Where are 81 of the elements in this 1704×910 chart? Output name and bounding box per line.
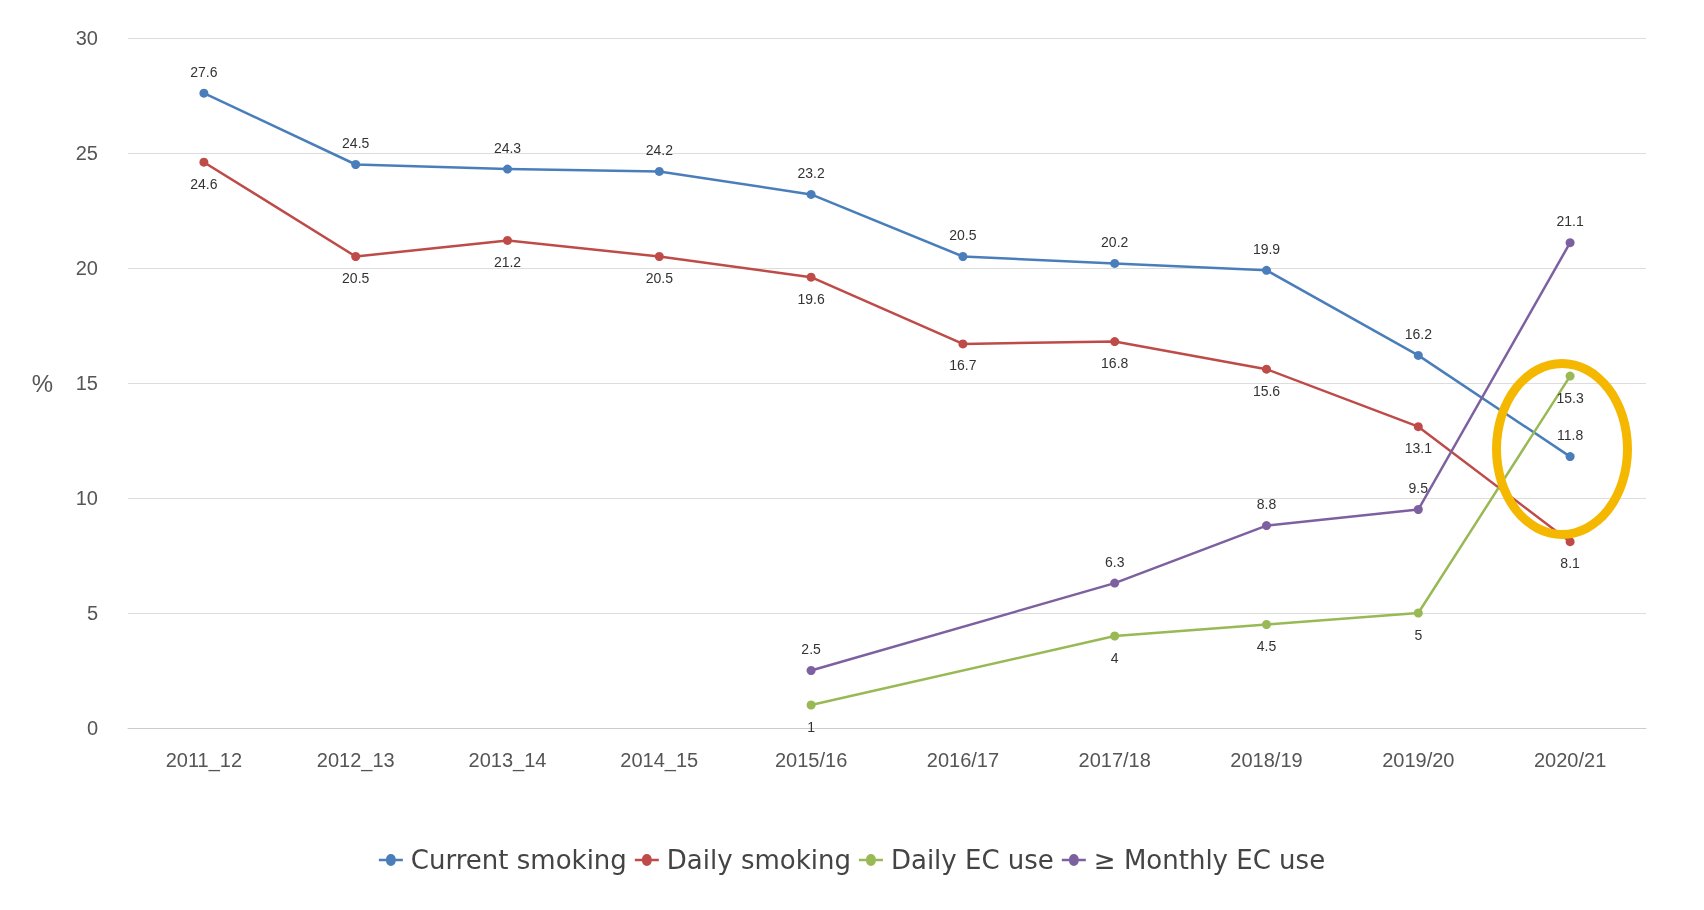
point [806,189,816,199]
point [1110,578,1120,588]
x-tick-label: 2014_15 [620,749,699,772]
data-label: 6.3 [1104,553,1125,570]
data-label: 24.5 [342,135,370,151]
data-label: 16.8 [1101,355,1129,372]
y-tick-label: 5 [86,602,98,624]
data-label: 20.5 [645,270,674,286]
x-tick-label: 2018/19 [1230,749,1303,771]
data-label: 21.2 [493,253,522,270]
data-label: 4.5 [1256,638,1277,654]
x-tick-label: 2015/16 [774,749,848,771]
data-label: 21.1 [1556,213,1584,230]
x-tick-label: 2011_12 [165,749,243,772]
legend-label: Daily smoking [666,845,851,875]
point [1413,350,1423,360]
point [1413,608,1423,618]
data-label: 4 [1110,649,1119,666]
y-tick-label: 25 [75,142,98,164]
y-tick-label: 10 [75,487,98,509]
legend-label: ≥ Monthly EC use [1093,845,1326,875]
data-label: 11.8 [1556,427,1584,444]
point [654,166,664,176]
point [199,88,209,98]
point [1110,258,1120,268]
x-tick-label: 2020/21 [1533,749,1607,771]
y-tick-label: 0 [86,717,98,739]
legend-label: Daily EC use [890,845,1054,875]
data-label: 8.1 [1560,555,1581,572]
x-tick-label: 2016/17 [926,749,1000,771]
x-tick-label: 2019/20 [1382,749,1455,771]
point [1262,265,1271,275]
data-label: 19.9 [1252,240,1281,257]
point [958,339,968,349]
data-label: 13.1 [1404,440,1433,457]
x-tick-label: 2017/18 [1078,749,1151,771]
point [1413,505,1423,514]
point [958,252,968,261]
data-label: 24.6 [190,175,218,192]
data-label: 2.5 [801,641,822,657]
data-label: 8.8 [1256,496,1277,513]
point [199,157,209,167]
point [806,666,816,675]
point [503,235,512,245]
data-label: 27.6 [190,63,218,80]
data-label: 19.6 [797,290,825,307]
data-label: 20.5 [342,270,370,286]
data-label: 16.7 [949,357,977,374]
point [1110,337,1120,347]
point [1565,371,1575,381]
point [1565,238,1575,248]
point [351,160,361,169]
x-tick-label: 2012_13 [316,749,395,772]
point [1413,422,1423,432]
point [503,164,512,174]
point [1262,620,1271,629]
point [654,252,664,261]
data-label: 1 [807,718,816,735]
point [806,700,816,710]
y-tick-label: 15 [75,372,98,394]
data-label: 24.3 [493,139,522,156]
y-tick-label: 20 [75,257,98,279]
x-tick-label: 2013_14 [468,749,547,772]
data-label: 15.6 [1252,382,1281,399]
point [1262,364,1271,374]
data-label: 5 [1414,626,1423,643]
data-label: 9.5 [1408,480,1429,496]
y-tick-label: 30 [75,27,98,49]
point [806,272,816,282]
point [351,252,361,261]
data-label: 16.2 [1404,325,1433,342]
point [1262,521,1271,531]
data-label: 20.5 [949,227,977,243]
legend-label: Current smoking [410,845,627,875]
point [1110,631,1120,641]
point [1565,452,1575,462]
data-label: 15.3 [1556,389,1584,406]
data-label: 24.2 [645,141,674,158]
y-axis-title: % [31,369,53,397]
data-label: 20.2 [1101,233,1129,250]
data-label: 23.2 [797,164,825,181]
